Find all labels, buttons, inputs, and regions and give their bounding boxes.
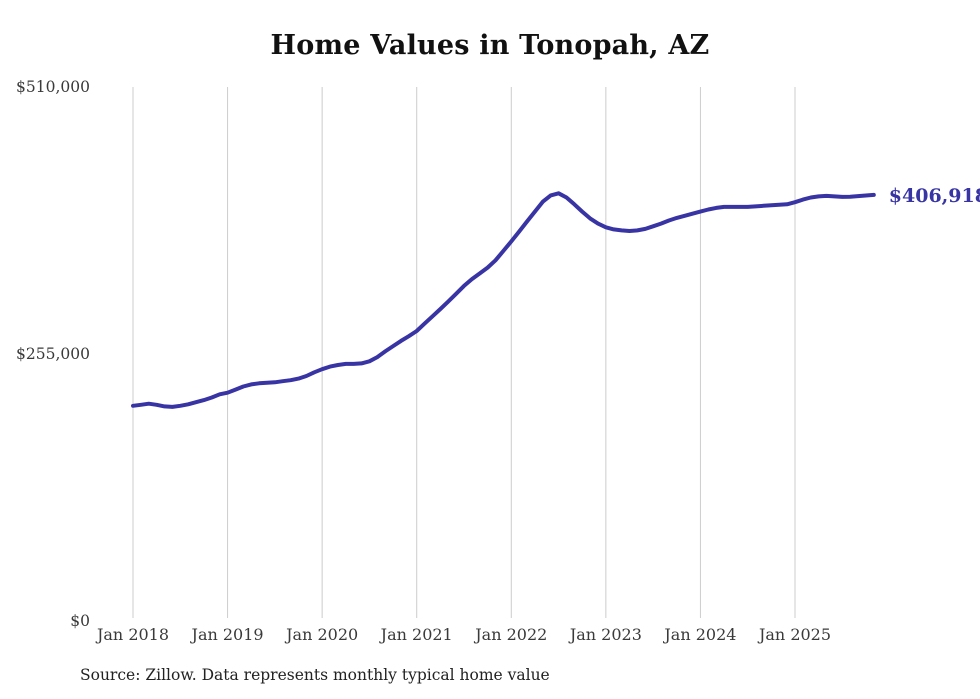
home-value-line: [131, 191, 876, 409]
source-note: Source: Zillow. Data represents monthly …: [80, 666, 550, 684]
end-value-label: $406,918: [889, 185, 980, 207]
x-axis-tick-label: Jan 2019: [190, 625, 264, 644]
x-axis-tick-label: Jan 2020: [284, 625, 358, 644]
x-axis-tick-label: Jan 2022: [473, 625, 547, 644]
chart-title: Home Values in Tonopah, AZ: [270, 30, 710, 61]
x-axis-tick-label: Jan 2024: [662, 625, 736, 644]
x-axis-tick-label: Jan 2023: [568, 625, 642, 644]
x-axis-tick-label: Jan 2021: [379, 625, 453, 644]
x-axis-tick-label: Jan 2018: [95, 625, 169, 644]
y-axis-tick-label: $510,000: [16, 78, 90, 96]
y-axis-tick-label: $255,000: [16, 345, 90, 363]
y-axis-tick-label: $0: [70, 612, 90, 630]
x-axis-tick-label: Jan 2025: [757, 625, 831, 644]
